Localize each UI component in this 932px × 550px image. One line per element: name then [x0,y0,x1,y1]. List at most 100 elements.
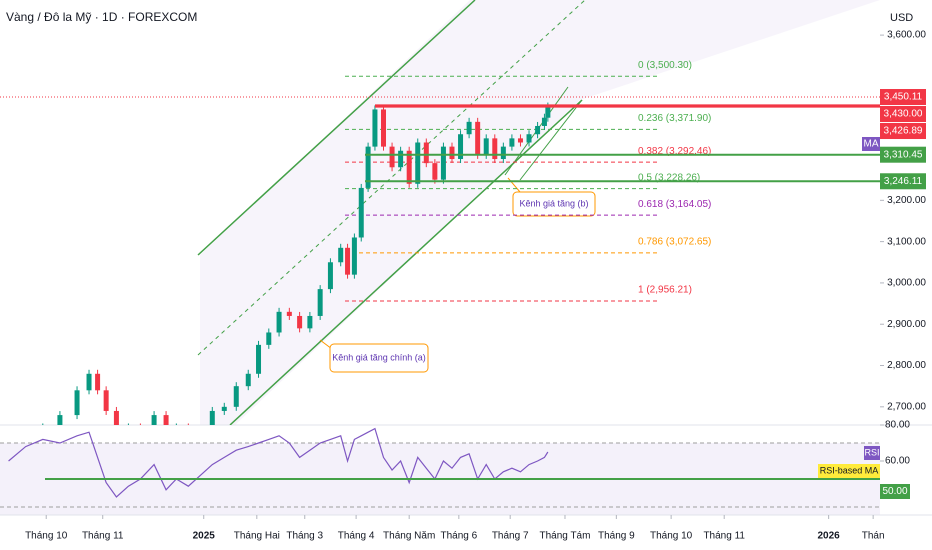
fib-label: 1 (2,956.21) [638,285,692,296]
price-tag [880,89,926,106]
candle [103,390,109,411]
price-tag-label: 3,310.45 [884,149,923,160]
candle [483,138,489,155]
x-tick-label: 2026 [818,531,841,542]
fib-label: 0 (3,500.30) [638,60,692,71]
rsi-tick-label: 60.00 [885,456,910,467]
fib-label: 0.382 (3,292.46) [638,146,711,157]
candle [276,311,282,333]
price-pane [0,75,880,425]
x-tick-label: Tháng Năm [383,531,435,542]
candle [317,289,323,316]
candle [365,146,371,188]
candle [351,237,357,275]
candle [449,146,455,160]
rsi-tag [864,446,880,460]
annotation-box [329,343,429,373]
rsi-level-tag [880,484,910,499]
candle [345,247,351,275]
candle [381,109,387,147]
annotation: Kênh giá tăng (b) [519,198,588,208]
price-tag [880,123,926,140]
candle [95,373,101,391]
candle [307,315,313,329]
candle [266,332,272,345]
candle [358,187,364,238]
candle [86,373,92,391]
x-tick-label: Tháng 4 [338,531,375,542]
y-tick-label: 3,200.00 [887,195,926,206]
x-tick-label: 2025 [193,531,216,542]
x-tick-label: Tháng 6 [440,531,477,542]
rsi-ma-tag [818,464,880,478]
candle [163,415,169,425]
y-tick-label: 3,100.00 [887,236,926,247]
candle [432,163,438,180]
price-tag [880,106,926,123]
candle [526,134,532,143]
price-tag-label: 3,450.11 [884,92,923,103]
fib-label: 0.618 (3,164.05) [638,199,711,210]
candle [297,315,303,329]
y-tick-label: 2,900.00 [887,319,926,330]
candle [475,121,481,155]
x-tick-label: Thán [862,531,885,542]
y-tick-label: 3,600.00 [887,30,926,41]
candle [406,150,412,184]
x-tick-label: Tháng 10 [25,531,68,542]
y-tick-label: 3,000.00 [887,278,926,289]
price-tag-label: 3,430.00 [884,109,923,120]
x-tick-label: Tháng Hai [234,531,280,542]
candle [233,386,239,407]
candle [398,150,404,168]
candle [113,410,119,425]
rsi-tag-label: RSI [864,447,879,457]
candle [466,121,472,135]
currency: USD [890,12,913,24]
symbol: Vàng / Đô la Mỹ · 1D · FOREXCOM [6,10,197,24]
candle [541,117,547,126]
x-tick-label: Tháng 9 [598,531,635,542]
x-tick-label: Tháng 10 [650,531,693,542]
annotation: Kênh giá tăng chính (a) [332,352,426,362]
small-channel [519,99,583,181]
candle [389,146,395,168]
fib-label: 0.786 (3,072.65) [638,237,711,248]
candle [209,410,215,425]
channel-upper [197,0,476,256]
candle [372,109,378,147]
rsi-level-label: 50.00 [882,486,907,497]
candle [535,125,541,135]
candle [286,311,292,316]
x-tick-label: Tháng 3 [286,531,323,542]
candle [57,415,63,425]
fib-label: 0.236 (3,371.90) [638,113,711,124]
candle [74,390,80,416]
candle [151,415,157,425]
price-tag-label: 3,246.11 [884,176,923,187]
candle [327,262,333,290]
x-tick-label: Tháng 11 [703,531,745,542]
candle [423,142,429,164]
candle [458,134,464,160]
candle [221,406,227,411]
rsi-tick-label: 80.00 [885,420,910,431]
ma-tag-label: MA [864,139,879,150]
rsi-ma-tag-label: RSI-based MA [820,465,879,475]
price-tag [880,173,926,190]
x-tick-label: Tháng Tám [540,531,591,542]
x-tick-label: Tháng 7 [492,531,529,542]
candle [256,344,262,374]
annotation-box [512,191,596,217]
price-tag [880,146,926,163]
candle [245,373,251,387]
candle [545,106,551,118]
candle [415,142,421,184]
channel-fill [200,0,880,425]
fib-label: 0.5 (3,228.26) [638,172,700,183]
candle [492,138,498,160]
candle [500,146,506,160]
y-tick-label: 2,800.00 [887,360,926,371]
y-tick-label: 2,700.00 [887,401,926,412]
